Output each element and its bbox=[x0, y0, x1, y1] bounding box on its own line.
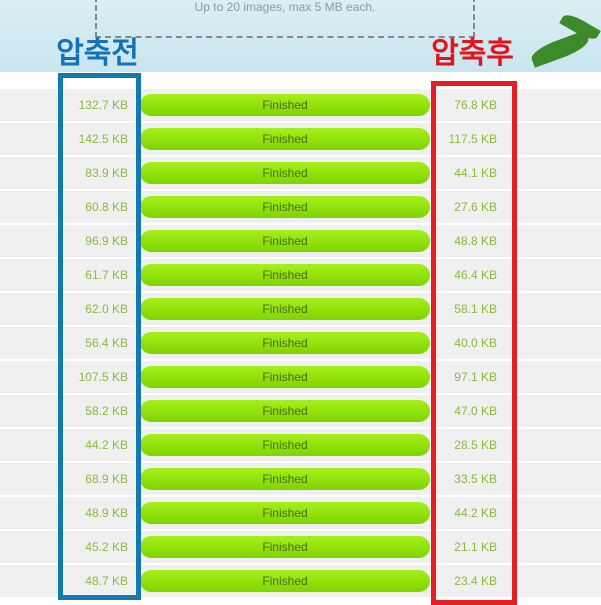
before-highlight bbox=[58, 73, 141, 600]
file-row: 83.9 KB Finished 44.1 KB bbox=[0, 157, 601, 189]
original-size: 142.5 KB bbox=[78, 132, 128, 146]
compressed-size: 27.6 KB bbox=[454, 200, 497, 214]
original-size: 62.0 KB bbox=[85, 302, 128, 316]
original-size: 61.7 KB bbox=[85, 268, 128, 282]
status-bar: Finished bbox=[140, 162, 430, 184]
original-size: 60.8 KB bbox=[85, 200, 128, 214]
file-row: 68.9 KB Finished 33.5 KB bbox=[0, 463, 601, 495]
before-label: 압축전 bbox=[56, 37, 139, 70]
file-row: 56.4 KB Finished 40.0 KB bbox=[0, 327, 601, 359]
file-row: 132.7 KB Finished 76.8 KB bbox=[0, 89, 601, 121]
status-bar: Finished bbox=[140, 434, 430, 456]
compressed-size: 47.0 KB bbox=[454, 404, 497, 418]
status-bar: Finished bbox=[140, 400, 430, 422]
compressed-size: 48.8 KB bbox=[454, 234, 497, 248]
original-size: 58.2 KB bbox=[85, 404, 128, 418]
status-bar: Finished bbox=[140, 502, 430, 524]
original-size: 48.7 KB bbox=[85, 574, 128, 588]
compressed-size: 46.4 KB bbox=[454, 268, 497, 282]
after-label: 압축후 bbox=[431, 37, 514, 70]
compressed-size: 97.1 KB bbox=[454, 370, 497, 384]
status-bar: Finished bbox=[140, 94, 430, 116]
status-bar: Finished bbox=[140, 366, 430, 388]
original-size: 44.2 KB bbox=[85, 438, 128, 452]
compressed-size: 44.2 KB bbox=[454, 506, 497, 520]
file-row: 96.9 KB Finished 48.8 KB bbox=[0, 225, 601, 257]
file-row: 142.5 KB Finished 117.5 KB bbox=[0, 123, 601, 155]
original-size: 48.9 KB bbox=[85, 506, 128, 520]
drop-hint: Up to 20 images, max 5 MB each. bbox=[194, 0, 376, 14]
status-bar: Finished bbox=[140, 196, 430, 218]
original-size: 96.9 KB bbox=[85, 234, 128, 248]
file-row: 60.8 KB Finished 27.6 KB bbox=[0, 191, 601, 223]
status-bar: Finished bbox=[140, 128, 430, 150]
status-bar: Finished bbox=[140, 332, 430, 354]
compressed-size: 76.8 KB bbox=[454, 98, 497, 112]
original-size: 56.4 KB bbox=[85, 336, 128, 350]
compressed-size: 117.5 KB bbox=[448, 132, 497, 146]
status-bar: Finished bbox=[140, 230, 430, 252]
file-row: 48.9 KB Finished 44.2 KB bbox=[0, 497, 601, 529]
file-row: 61.7 KB Finished 46.4 KB bbox=[0, 259, 601, 291]
compressed-size: 58.1 KB bbox=[454, 302, 497, 316]
after-highlight bbox=[431, 81, 517, 605]
original-size: 68.9 KB bbox=[85, 472, 128, 486]
compressed-size: 23.4 KB bbox=[454, 574, 497, 588]
file-row: 62.0 KB Finished 58.1 KB bbox=[0, 293, 601, 325]
status-bar: Finished bbox=[140, 536, 430, 558]
file-row: 48.7 KB Finished 23.4 KB bbox=[0, 565, 601, 597]
status-bar: Finished bbox=[140, 468, 430, 490]
status-bar: Finished bbox=[140, 298, 430, 320]
status-bar: Finished bbox=[140, 570, 430, 592]
compressed-size: 33.5 KB bbox=[454, 472, 497, 486]
file-row: 107.5 KB Finished 97.1 KB bbox=[0, 361, 601, 393]
compressed-size: 28.5 KB bbox=[454, 438, 497, 452]
file-row: 58.2 KB Finished 47.0 KB bbox=[0, 395, 601, 427]
compressed-size: 40.0 KB bbox=[454, 336, 497, 350]
status-bar: Finished bbox=[140, 264, 430, 286]
compressed-size: 44.1 KB bbox=[454, 166, 497, 180]
original-size: 132.7 KB bbox=[78, 98, 128, 112]
original-size: 45.2 KB bbox=[85, 540, 128, 554]
file-row: 44.2 KB Finished 28.5 KB bbox=[0, 429, 601, 461]
compressed-size: 21.1 KB bbox=[454, 540, 497, 554]
file-row: 45.2 KB Finished 21.1 KB bbox=[0, 531, 601, 563]
original-size: 83.9 KB bbox=[85, 166, 128, 180]
original-size: 107.5 KB bbox=[78, 370, 128, 384]
drop-zone[interactable] bbox=[95, 0, 475, 38]
